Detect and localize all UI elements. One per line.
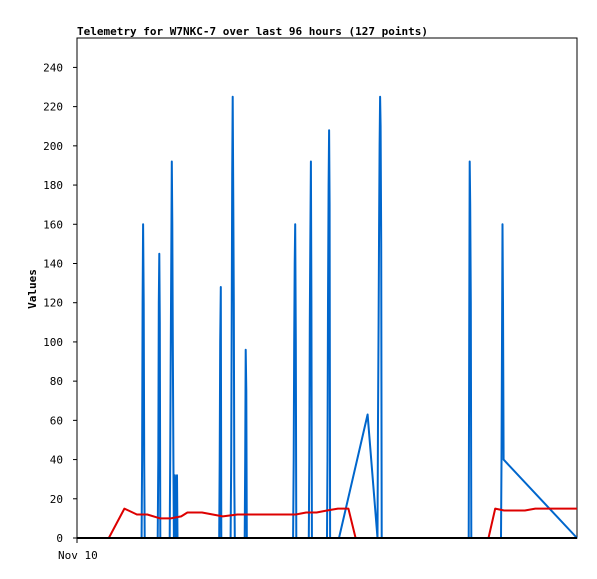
y-tick-label: 240 — [43, 61, 63, 74]
x-tick-label: Nov 10 — [58, 549, 98, 562]
chart-title: Telemetry for W7NKC-7 over last 96 hours… — [77, 25, 428, 38]
y-tick-label: 20 — [50, 493, 63, 506]
x-axis: Nov 10 — [58, 538, 98, 562]
y-axis-label: Values — [26, 269, 39, 309]
y-axis: 0 20 40 60 80 100 120 140 160 180 200 220 240 — [43, 61, 77, 545]
y-tick-label: 60 — [50, 414, 63, 427]
y-tick-label: 180 — [43, 179, 63, 192]
y-tick-label: 120 — [43, 297, 63, 310]
y-tick-label: 220 — [43, 101, 63, 114]
series-line-2 — [77, 507, 577, 539]
y-tick-label: 200 — [43, 140, 63, 153]
y-tick-label: 160 — [43, 218, 63, 231]
y-tick-label: 80 — [50, 375, 63, 388]
y-tick-label: 40 — [50, 454, 63, 467]
y-tick-label: 140 — [43, 257, 63, 270]
series-line-1 — [77, 95, 578, 539]
y-tick-label: 100 — [43, 336, 63, 349]
series-layer — [77, 95, 578, 539]
y-tick-label: 0 — [56, 532, 63, 545]
